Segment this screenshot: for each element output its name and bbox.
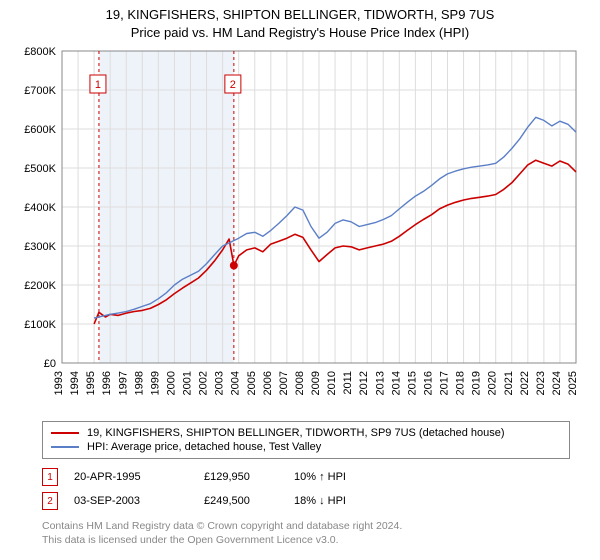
legend-swatch-1 bbox=[51, 432, 79, 434]
legend-row-2: HPI: Average price, detached house, Test… bbox=[51, 440, 561, 454]
svg-text:2003: 2003 bbox=[214, 371, 226, 395]
title-line-1: 19, KINGFISHERS, SHIPTON BELLINGER, TIDW… bbox=[0, 6, 600, 24]
svg-text:2016: 2016 bbox=[422, 371, 434, 395]
title-block: 19, KINGFISHERS, SHIPTON BELLINGER, TIDW… bbox=[0, 0, 600, 43]
svg-text:1998: 1998 bbox=[133, 371, 145, 395]
legend-row-1: 19, KINGFISHERS, SHIPTON BELLINGER, TIDW… bbox=[51, 426, 561, 440]
svg-text:£600K: £600K bbox=[24, 124, 56, 136]
legend-swatch-2 bbox=[51, 446, 79, 448]
svg-text:2008: 2008 bbox=[294, 371, 306, 395]
chart-container: 19, KINGFISHERS, SHIPTON BELLINGER, TIDW… bbox=[0, 0, 600, 560]
marker-date-2: 03-SEP-2003 bbox=[74, 495, 204, 507]
svg-text:£200K: £200K bbox=[24, 280, 56, 292]
svg-text:2005: 2005 bbox=[246, 371, 258, 395]
marker-price-1: £129,950 bbox=[204, 471, 294, 483]
svg-text:1996: 1996 bbox=[101, 371, 113, 395]
marker-badge-1: 1 bbox=[42, 468, 58, 486]
svg-text:£300K: £300K bbox=[24, 241, 56, 253]
legend: 19, KINGFISHERS, SHIPTON BELLINGER, TIDW… bbox=[42, 421, 570, 459]
svg-text:1993: 1993 bbox=[53, 371, 65, 395]
svg-text:2009: 2009 bbox=[310, 371, 322, 395]
marker-pct-1: 10% ↑ HPI bbox=[294, 471, 404, 483]
chart-area: £0 £100K £200K £300K £400K £500K £600K £700K £80… bbox=[10, 43, 590, 413]
svg-text:2021: 2021 bbox=[503, 371, 515, 395]
svg-text:2023: 2023 bbox=[535, 371, 547, 395]
marker-row-1: 1 20-APR-1995 £129,950 10% ↑ HPI bbox=[42, 465, 570, 489]
svg-text:2001: 2001 bbox=[182, 371, 194, 395]
marker-pct-2: 18% ↓ HPI bbox=[294, 495, 404, 507]
svg-text:2019: 2019 bbox=[471, 371, 483, 395]
svg-text:£800K: £800K bbox=[24, 46, 56, 58]
svg-text:1997: 1997 bbox=[117, 371, 129, 395]
svg-text:2004: 2004 bbox=[230, 371, 242, 395]
license-line-1: Contains HM Land Registry data © Crown c… bbox=[42, 519, 570, 533]
svg-text:2012: 2012 bbox=[358, 371, 370, 395]
svg-text:2002: 2002 bbox=[198, 371, 210, 395]
license-line-2: This data is licensed under the Open Gov… bbox=[42, 533, 570, 547]
svg-text:2013: 2013 bbox=[374, 371, 386, 395]
svg-text:2015: 2015 bbox=[406, 371, 418, 395]
legend-label-2: HPI: Average price, detached house, Test… bbox=[87, 441, 321, 453]
license-text: Contains HM Land Registry data © Crown c… bbox=[42, 519, 570, 547]
svg-text:2025: 2025 bbox=[567, 371, 579, 395]
svg-text:1999: 1999 bbox=[149, 371, 161, 395]
svg-text:1: 1 bbox=[95, 79, 101, 91]
chart-svg: £0 £100K £200K £300K £400K £500K £600K £700K £80… bbox=[10, 43, 590, 413]
svg-text:2024: 2024 bbox=[551, 371, 563, 395]
svg-text:2011: 2011 bbox=[342, 371, 354, 395]
svg-text:£100K: £100K bbox=[24, 319, 56, 331]
svg-text:2018: 2018 bbox=[455, 371, 467, 395]
svg-text:2010: 2010 bbox=[326, 371, 338, 395]
svg-text:2022: 2022 bbox=[519, 371, 531, 395]
markers-table: 1 20-APR-1995 £129,950 10% ↑ HPI 2 03-SE… bbox=[42, 465, 570, 513]
svg-text:£500K: £500K bbox=[24, 163, 56, 175]
title-line-2: Price paid vs. HM Land Registry's House … bbox=[0, 24, 600, 42]
svg-text:2017: 2017 bbox=[439, 371, 451, 395]
marker-date-1: 20-APR-1995 bbox=[74, 471, 204, 483]
svg-text:1995: 1995 bbox=[85, 371, 97, 395]
svg-text:£0: £0 bbox=[44, 358, 56, 370]
svg-text:2000: 2000 bbox=[165, 371, 177, 395]
svg-text:£700K: £700K bbox=[24, 85, 56, 97]
svg-text:2006: 2006 bbox=[262, 371, 274, 395]
svg-text:2014: 2014 bbox=[390, 371, 402, 395]
svg-text:2020: 2020 bbox=[487, 371, 499, 395]
svg-text:£400K: £400K bbox=[24, 202, 56, 214]
legend-label-1: 19, KINGFISHERS, SHIPTON BELLINGER, TIDW… bbox=[87, 427, 505, 439]
marker-badge-2: 2 bbox=[42, 492, 58, 510]
marker-row-2: 2 03-SEP-2003 £249,500 18% ↓ HPI bbox=[42, 489, 570, 513]
svg-text:2: 2 bbox=[230, 79, 236, 91]
svg-text:1994: 1994 bbox=[69, 371, 81, 395]
svg-text:2007: 2007 bbox=[278, 371, 290, 395]
marker-price-2: £249,500 bbox=[204, 495, 294, 507]
